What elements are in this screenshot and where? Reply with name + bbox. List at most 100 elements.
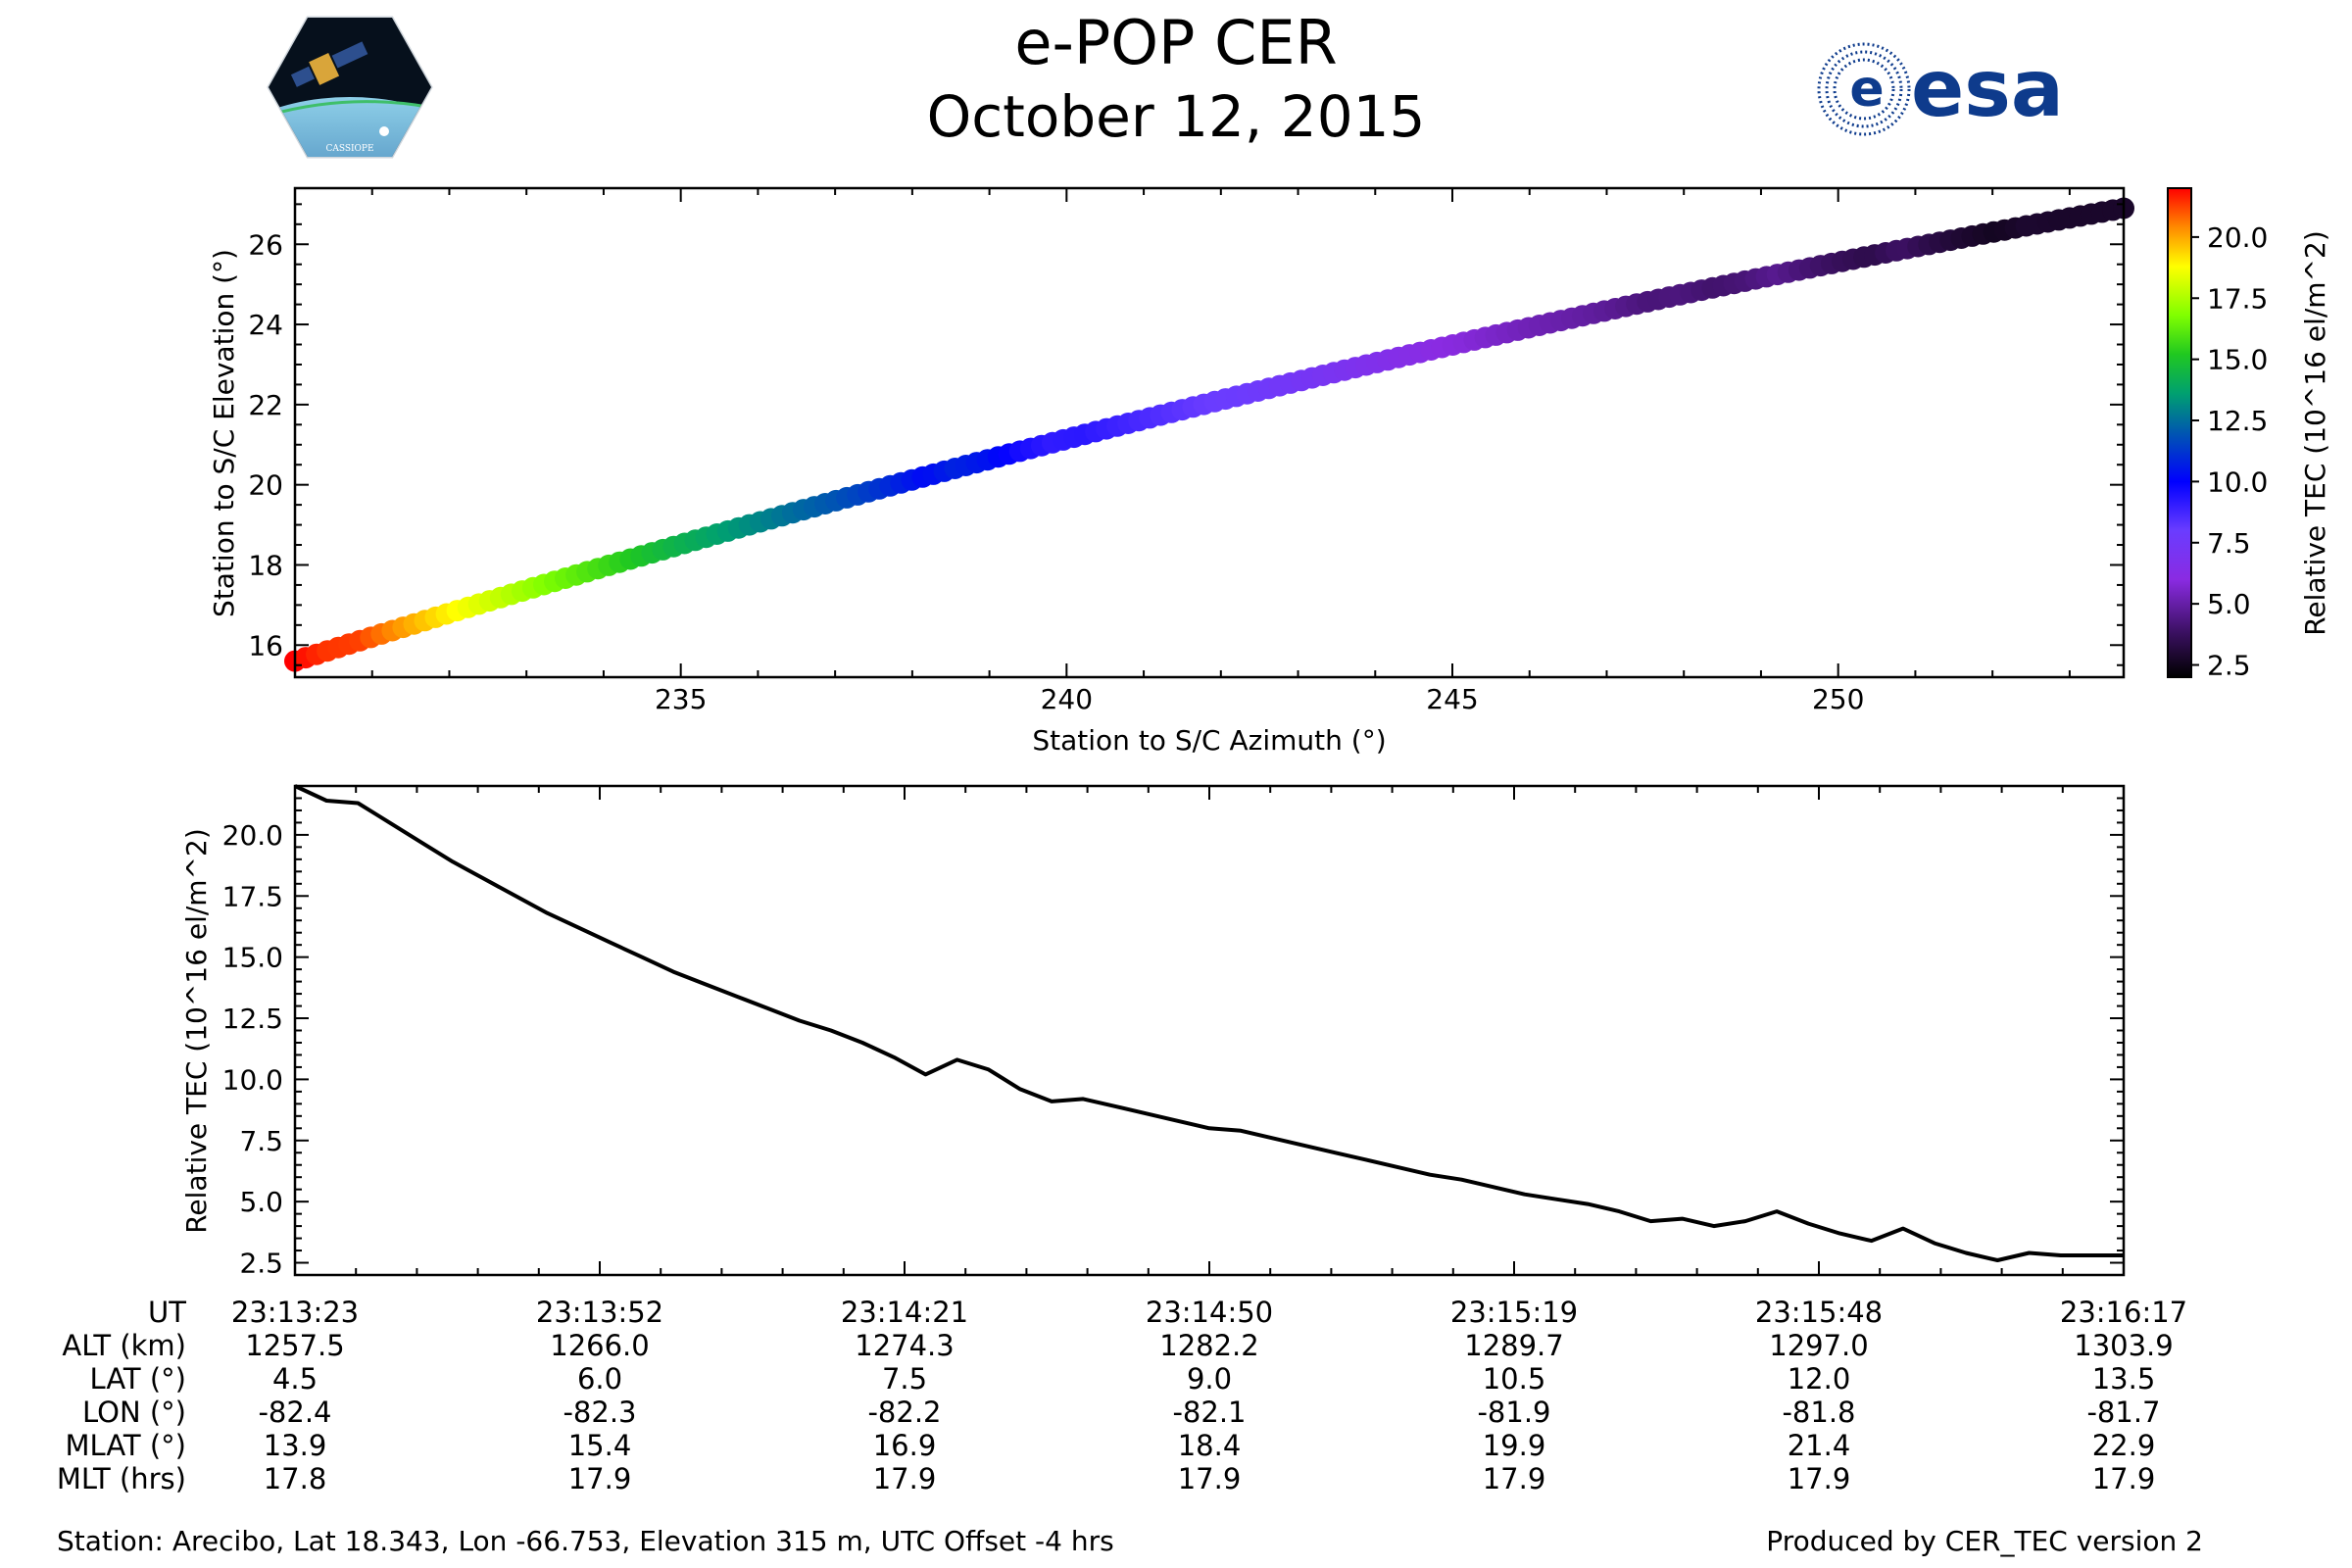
ephemeris-row-label: LON (°) <box>82 1396 186 1429</box>
ephemeris-cell: -82.2 <box>867 1396 942 1429</box>
svg-text:e: e <box>1849 60 1884 119</box>
ephemeris-cell: 10.5 <box>1482 1362 1546 1396</box>
cassiope-logo: CASSIOPE <box>267 16 433 159</box>
ephemeris-cell: 17.9 <box>1177 1462 1242 1495</box>
scatter-y-ticks: 16 18 20 22 24 26 <box>248 203 2124 666</box>
ephemeris-cell: 1289.7 <box>1464 1329 1564 1362</box>
tec-y-tick-label: 12.5 <box>222 1003 283 1035</box>
scatter-y-tick-label: 24 <box>248 309 283 341</box>
colorbar-tick-label: 17.5 <box>2207 282 2268 315</box>
ut-row: UT 23:13:23 23:13:52 23:14:21 23:14:50 23:15:… <box>0 1296 2352 1329</box>
ephemeris-cell: 13.5 <box>2091 1362 2156 1396</box>
ephemeris-cell: 1282.2 <box>1159 1329 1259 1362</box>
ephemeris-cell: -82.4 <box>258 1396 332 1429</box>
colorbar-label: Relative TEC (10^16 el/m^2) <box>2299 230 2331 636</box>
ephemeris-cell: 7.5 <box>881 1362 928 1396</box>
ephemeris-row-label: MLAT (°) <box>65 1429 187 1462</box>
ephemeris-cell: 22.9 <box>2091 1429 2156 1462</box>
lon-row: LON (°) -82.4 -82.3 -82.2 -82.1 -81.9 -81.8 -81… <box>0 1396 2352 1429</box>
esa-logo-text: esa <box>1911 43 2064 134</box>
colorbar-tick-label: 15.0 <box>2207 344 2268 376</box>
ephemeris-cell: 23:13:52 <box>535 1296 664 1329</box>
ephemeris-cell: 4.5 <box>271 1362 318 1396</box>
ephemeris-cell: 23:15:19 <box>1449 1296 1579 1329</box>
ephemeris-cell: 23:15:48 <box>1754 1296 1884 1329</box>
ephemeris-row-label: ALT (km) <box>62 1329 186 1362</box>
tec-y-tick-label: 10.0 <box>222 1063 283 1096</box>
scatter-x-ticks: 235 240 245 250 <box>370 188 2071 715</box>
ephemeris-row-label: LAT (°) <box>89 1362 186 1396</box>
scatter-axes-frame <box>293 186 2126 679</box>
tec-y-label: Relative TEC (10^16 el/m^2) <box>180 828 213 1234</box>
station-info: Station: Arecibo, Lat 18.343, Lon -66.75… <box>57 1525 1114 1557</box>
tec-y-tick-label: 20.0 <box>222 819 283 852</box>
ephemeris-cell: 6.0 <box>576 1362 623 1396</box>
ephemeris-cell: 1303.9 <box>2074 1329 2174 1362</box>
ephemeris-cell: 17.9 <box>1482 1462 1546 1495</box>
ephemeris-cell: 17.9 <box>872 1462 937 1495</box>
ephemeris-cell: 23:14:50 <box>1145 1296 1274 1329</box>
colorbar: 2.5 5.0 7.5 10.0 12.5 15.0 17.5 20.0 Relative T… <box>2167 187 2331 682</box>
ephemeris-table: UT 23:13:23 23:13:52 23:14:21 23:14:50 23:15:… <box>0 1296 2352 1521</box>
mlt-row: MLT (hrs) 17.8 17.9 17.9 17.9 17.9 17.9 17.9 <box>0 1462 2352 1495</box>
tec-line-panel: 2.5 5.0 7.5 10.0 12.5 15.0 17.5 20.0 Relative T… <box>180 784 2126 1280</box>
ephemeris-cell: 1266.0 <box>550 1329 650 1362</box>
tec-axes-frame <box>293 784 2126 1277</box>
ephemeris-cell: 13.9 <box>263 1429 327 1462</box>
colorbar-tick-label: 2.5 <box>2207 650 2251 682</box>
ephemeris-cell: 18.4 <box>1177 1429 1242 1462</box>
cassiope-logo-text: CASSIOPE <box>325 144 373 154</box>
scatter-series <box>284 197 2134 672</box>
colorbar-tick-label: 20.0 <box>2207 221 2268 254</box>
colorbar-tick-label: 5.0 <box>2207 588 2251 620</box>
scatter-y-tick-label: 18 <box>248 549 283 581</box>
colorbar-gradient <box>2167 187 2192 678</box>
scatter-y-tick-label: 26 <box>248 228 283 261</box>
ephemeris-row-label: MLT (hrs) <box>56 1462 186 1495</box>
scatter-x-tick-label: 235 <box>655 683 707 715</box>
esa-logo: e esa <box>1817 42 2064 136</box>
lat-row: LAT (°) 4.5 6.0 7.5 9.0 10.5 12.0 13.5 <box>0 1362 2352 1396</box>
scatter-y-tick-label: 16 <box>248 629 283 662</box>
ephemeris-cell: 17.9 <box>2091 1462 2156 1495</box>
tec-series-line <box>294 784 2124 1262</box>
ephemeris-cell: 15.4 <box>567 1429 632 1462</box>
tec-x-ticks <box>294 786 2125 1275</box>
scatter-x-label: Station to S/C Azimuth (°) <box>1032 724 1386 757</box>
page-title: e-POP CER <box>1014 7 1338 78</box>
tec-y-ticks: 2.5 5.0 7.5 10.0 12.5 15.0 17.5 20.0 <box>222 797 2124 1280</box>
ephemeris-cell: 21.4 <box>1787 1429 1851 1462</box>
colorbar-tick-label: 12.5 <box>2207 405 2268 437</box>
scatter-x-tick-label: 245 <box>1426 683 1478 715</box>
produced-by: Produced by CER_TEC version 2 <box>1766 1525 2203 1557</box>
ephemeris-cell: -82.3 <box>563 1396 637 1429</box>
tec-y-tick-label: 5.0 <box>239 1186 283 1218</box>
colorbar-tick-label: 10.0 <box>2207 466 2268 498</box>
mlat-row: MLAT (°) 13.9 15.4 16.9 18.4 19.9 21.4 22.9 <box>0 1429 2352 1462</box>
scatter-x-tick-label: 240 <box>1041 683 1093 715</box>
esa-logo-emblem: e <box>1817 42 1911 136</box>
ephemeris-row-label: UT <box>148 1296 186 1329</box>
ephemeris-cell: 1297.0 <box>1769 1329 1869 1362</box>
title-block: e-POP CER October 12, 2015 <box>686 4 1666 151</box>
scatter-y-tick-label: 22 <box>248 389 283 421</box>
ephemeris-cell: 19.9 <box>1482 1429 1546 1462</box>
ephemeris-cell: -81.8 <box>1782 1396 1856 1429</box>
tec-y-tick-label: 15.0 <box>222 942 283 974</box>
scatter-y-label: Station to S/C Elevation (°) <box>208 249 240 617</box>
ephemeris-cell: 12.0 <box>1787 1362 1851 1396</box>
ephemeris-cell: -82.1 <box>1172 1396 1247 1429</box>
colorbar-tick-label: 7.5 <box>2207 527 2251 560</box>
tec-y-tick-label: 17.5 <box>222 880 283 912</box>
ephemeris-cell: -81.9 <box>1477 1396 1551 1429</box>
ephemeris-cell: 23:16:17 <box>2059 1296 2188 1329</box>
ephemeris-cell: 17.9 <box>1787 1462 1851 1495</box>
ephemeris-cell: 23:14:21 <box>840 1296 969 1329</box>
scatter-x-tick-label: 250 <box>1812 683 1864 715</box>
tec-y-tick-label: 7.5 <box>239 1125 283 1157</box>
ephemeris-cell: 17.9 <box>567 1462 632 1495</box>
scatter-panel: 235 240 245 250 16 18 20 22 24 26 Station to S/C… <box>208 186 2134 757</box>
ephemeris-cell: 9.0 <box>1186 1362 1233 1396</box>
ephemeris-cell: 1274.3 <box>855 1329 955 1362</box>
